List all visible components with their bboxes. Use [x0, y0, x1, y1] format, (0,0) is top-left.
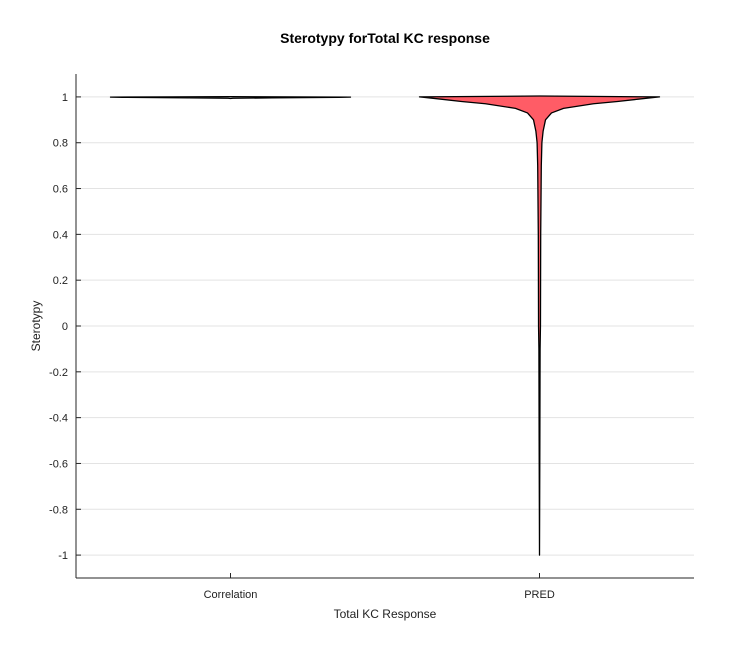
axes: -1 -0.8 -0.6 -0.4 -0.2 0 0.2 0.4 0.6 0.8 1 Correlat… — [49, 74, 694, 601]
y-tick-label: 0 — [62, 321, 68, 333]
y-tick-label: 0.6 — [53, 184, 68, 196]
y-tick-label: -1 — [58, 550, 68, 562]
violin-correlation — [109, 96, 352, 100]
x-axis-label: Total KC Response — [334, 607, 437, 621]
grid-lines — [76, 96, 694, 556]
y-tick-label: -0.4 — [49, 413, 68, 425]
y-tick-label: 1 — [62, 92, 68, 104]
x-tick-label: Correlation — [204, 589, 258, 601]
y-tick-label: -0.2 — [49, 367, 68, 379]
y-axis-label: Sterotypy — [29, 301, 43, 352]
y-tick-label: 0.2 — [53, 275, 68, 287]
violins — [109, 95, 661, 556]
y-tick-label: -0.8 — [49, 504, 68, 516]
y-tick-label: -0.6 — [49, 458, 68, 470]
x-tick-label: PRED — [524, 589, 555, 601]
chart-title: Sterotypy forTotal KC response — [280, 30, 490, 46]
y-tick-label: 0.8 — [53, 138, 68, 150]
y-tick-label: 0.4 — [53, 229, 68, 241]
violin-pred — [418, 95, 661, 556]
